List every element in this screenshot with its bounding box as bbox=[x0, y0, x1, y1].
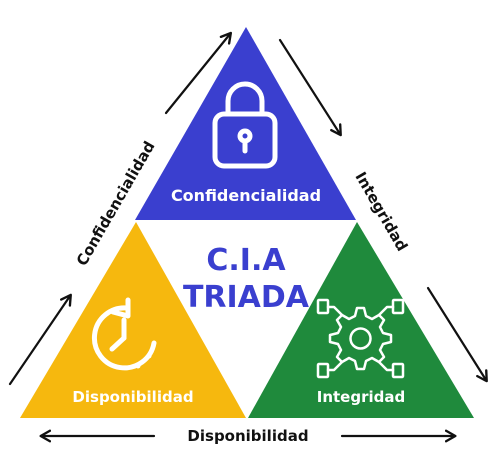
padlock-icon bbox=[212, 81, 278, 169]
arrow-right-upper bbox=[278, 38, 342, 137]
right-triangle bbox=[248, 222, 474, 418]
arrow-left-upper bbox=[164, 31, 233, 115]
gear-circuit-icon bbox=[316, 298, 405, 379]
arrow-left-lower bbox=[8, 293, 72, 386]
clock-refresh-icon bbox=[91, 297, 157, 371]
cycle-arrows bbox=[8, 31, 488, 443]
right-triangle-label: Integridad bbox=[317, 388, 405, 406]
center-title-line2: TRIADA bbox=[183, 280, 310, 315]
top-triangle-label: Confidencialidad bbox=[171, 186, 321, 205]
bottom-side-label: Disponibilidad bbox=[187, 427, 308, 445]
arrow-right-lower bbox=[426, 286, 488, 383]
left-triangle bbox=[20, 222, 246, 418]
left-triangle-label: Disponibilidad bbox=[72, 388, 193, 406]
center-title-line1: C.I.A bbox=[206, 243, 286, 278]
top-triangle bbox=[135, 27, 356, 220]
